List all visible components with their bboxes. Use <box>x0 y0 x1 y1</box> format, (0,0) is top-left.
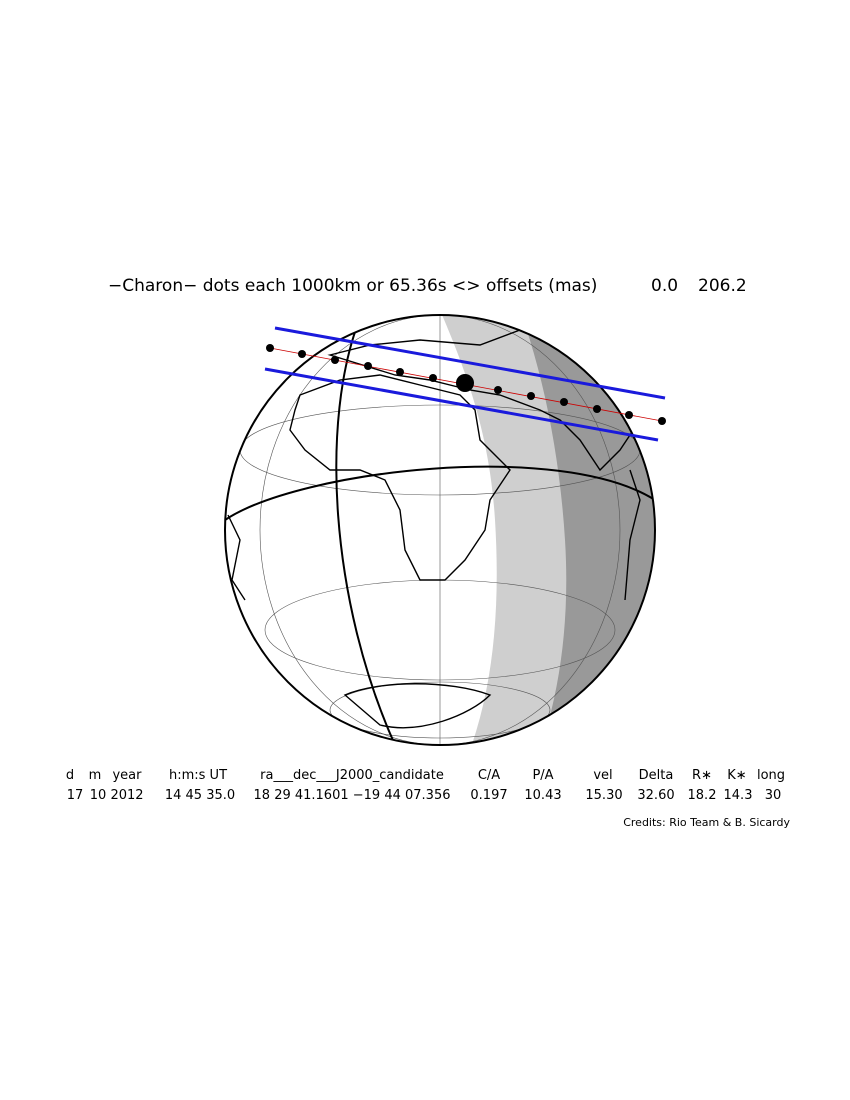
table-value: 18 29 41.1601 −19 44 07.356 <box>254 788 451 803</box>
table-header: ra___dec___J2000_candidate <box>260 768 444 783</box>
offset-x: 0.0 <box>651 276 678 296</box>
table-header: Delta <box>639 768 674 783</box>
table-value: 0.197 <box>470 788 507 803</box>
parameter-table: d m year h:m:s UT ra___dec___J2000_candidate… <box>66 768 785 803</box>
table-value: 32.60 <box>637 788 674 803</box>
north-limit <box>274 326 666 400</box>
table-value: 2012 <box>110 788 143 803</box>
path-dots <box>266 344 666 425</box>
south-limit <box>264 367 659 442</box>
table-header: K∗ <box>727 768 746 783</box>
table-value: 10.43 <box>524 788 561 803</box>
table-header: h:m:s UT <box>169 768 227 783</box>
table-header: long <box>757 768 785 783</box>
equator <box>225 465 655 521</box>
credits: Credits: Rio Team & B. Sicardy <box>623 816 790 829</box>
globe-outline <box>224 314 656 746</box>
table-header: vel <box>593 768 612 783</box>
table-value: 30 <box>765 788 782 803</box>
table-value: 17 <box>67 788 84 803</box>
table-header: C/A <box>478 768 500 783</box>
table-value: 18.2 <box>688 788 717 803</box>
table-value: 15.30 <box>585 788 622 803</box>
table-header: m <box>89 768 102 783</box>
table-header: d <box>66 768 74 783</box>
table-header: P/A <box>532 768 553 783</box>
table-value: 14 45 35.0 <box>165 788 235 803</box>
map-title: −Charon− dots each 1000km or 65.36s <> o… <box>108 276 597 296</box>
offset-y: 206.2 <box>698 276 747 296</box>
table-value: 10 <box>90 788 107 803</box>
table-header: R∗ <box>692 768 712 783</box>
table-value: 14.3 <box>724 788 753 803</box>
meridian <box>335 317 396 745</box>
globe-shading <box>225 315 655 745</box>
table-header: year <box>112 768 142 783</box>
